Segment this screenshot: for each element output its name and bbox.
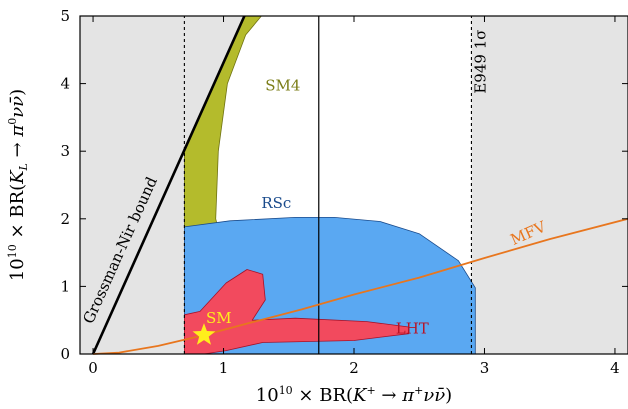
x-tick-label: 1 [219, 359, 229, 377]
y-tick-label: 4 [60, 75, 70, 93]
label-lht: LHT [396, 320, 429, 338]
y-tick-label: 2 [60, 210, 70, 228]
e949-band-lines [183, 16, 472, 354]
y-tick-label: 0 [60, 345, 70, 363]
y-tick-label: 3 [60, 142, 70, 160]
mfv-curve [92, 217, 628, 355]
x-axis-label: 1010 × BR(K+ → π+νν̄) [256, 384, 452, 406]
label-e949: E949 1σ [471, 30, 489, 94]
label-sm: SM [206, 309, 232, 327]
x-tick-label: 4 [610, 359, 620, 377]
y-tick-label: 5 [60, 7, 70, 25]
excluded-region-above-e949 [471, 16, 628, 354]
x-tick-label: 2 [349, 359, 359, 377]
x-tick-label: 3 [480, 359, 490, 377]
label-sm4: SM4 [265, 76, 300, 94]
y-axis-label: 1010 × BR(KL → π0νν̄) [6, 89, 30, 281]
model-regions [183, 15, 476, 355]
region-lht [183, 269, 410, 355]
label-rsc: RSc [261, 194, 291, 212]
y-tick-label: 1 [60, 277, 70, 295]
axis-ticks: 0 1 2 3 4 0 1 2 3 4 5 [60, 7, 628, 377]
grossman-nir-line [91, 15, 246, 355]
x-tick-label: 0 [88, 359, 98, 377]
sm-point-star [192, 323, 216, 345]
bound-lines [91, 15, 628, 355]
